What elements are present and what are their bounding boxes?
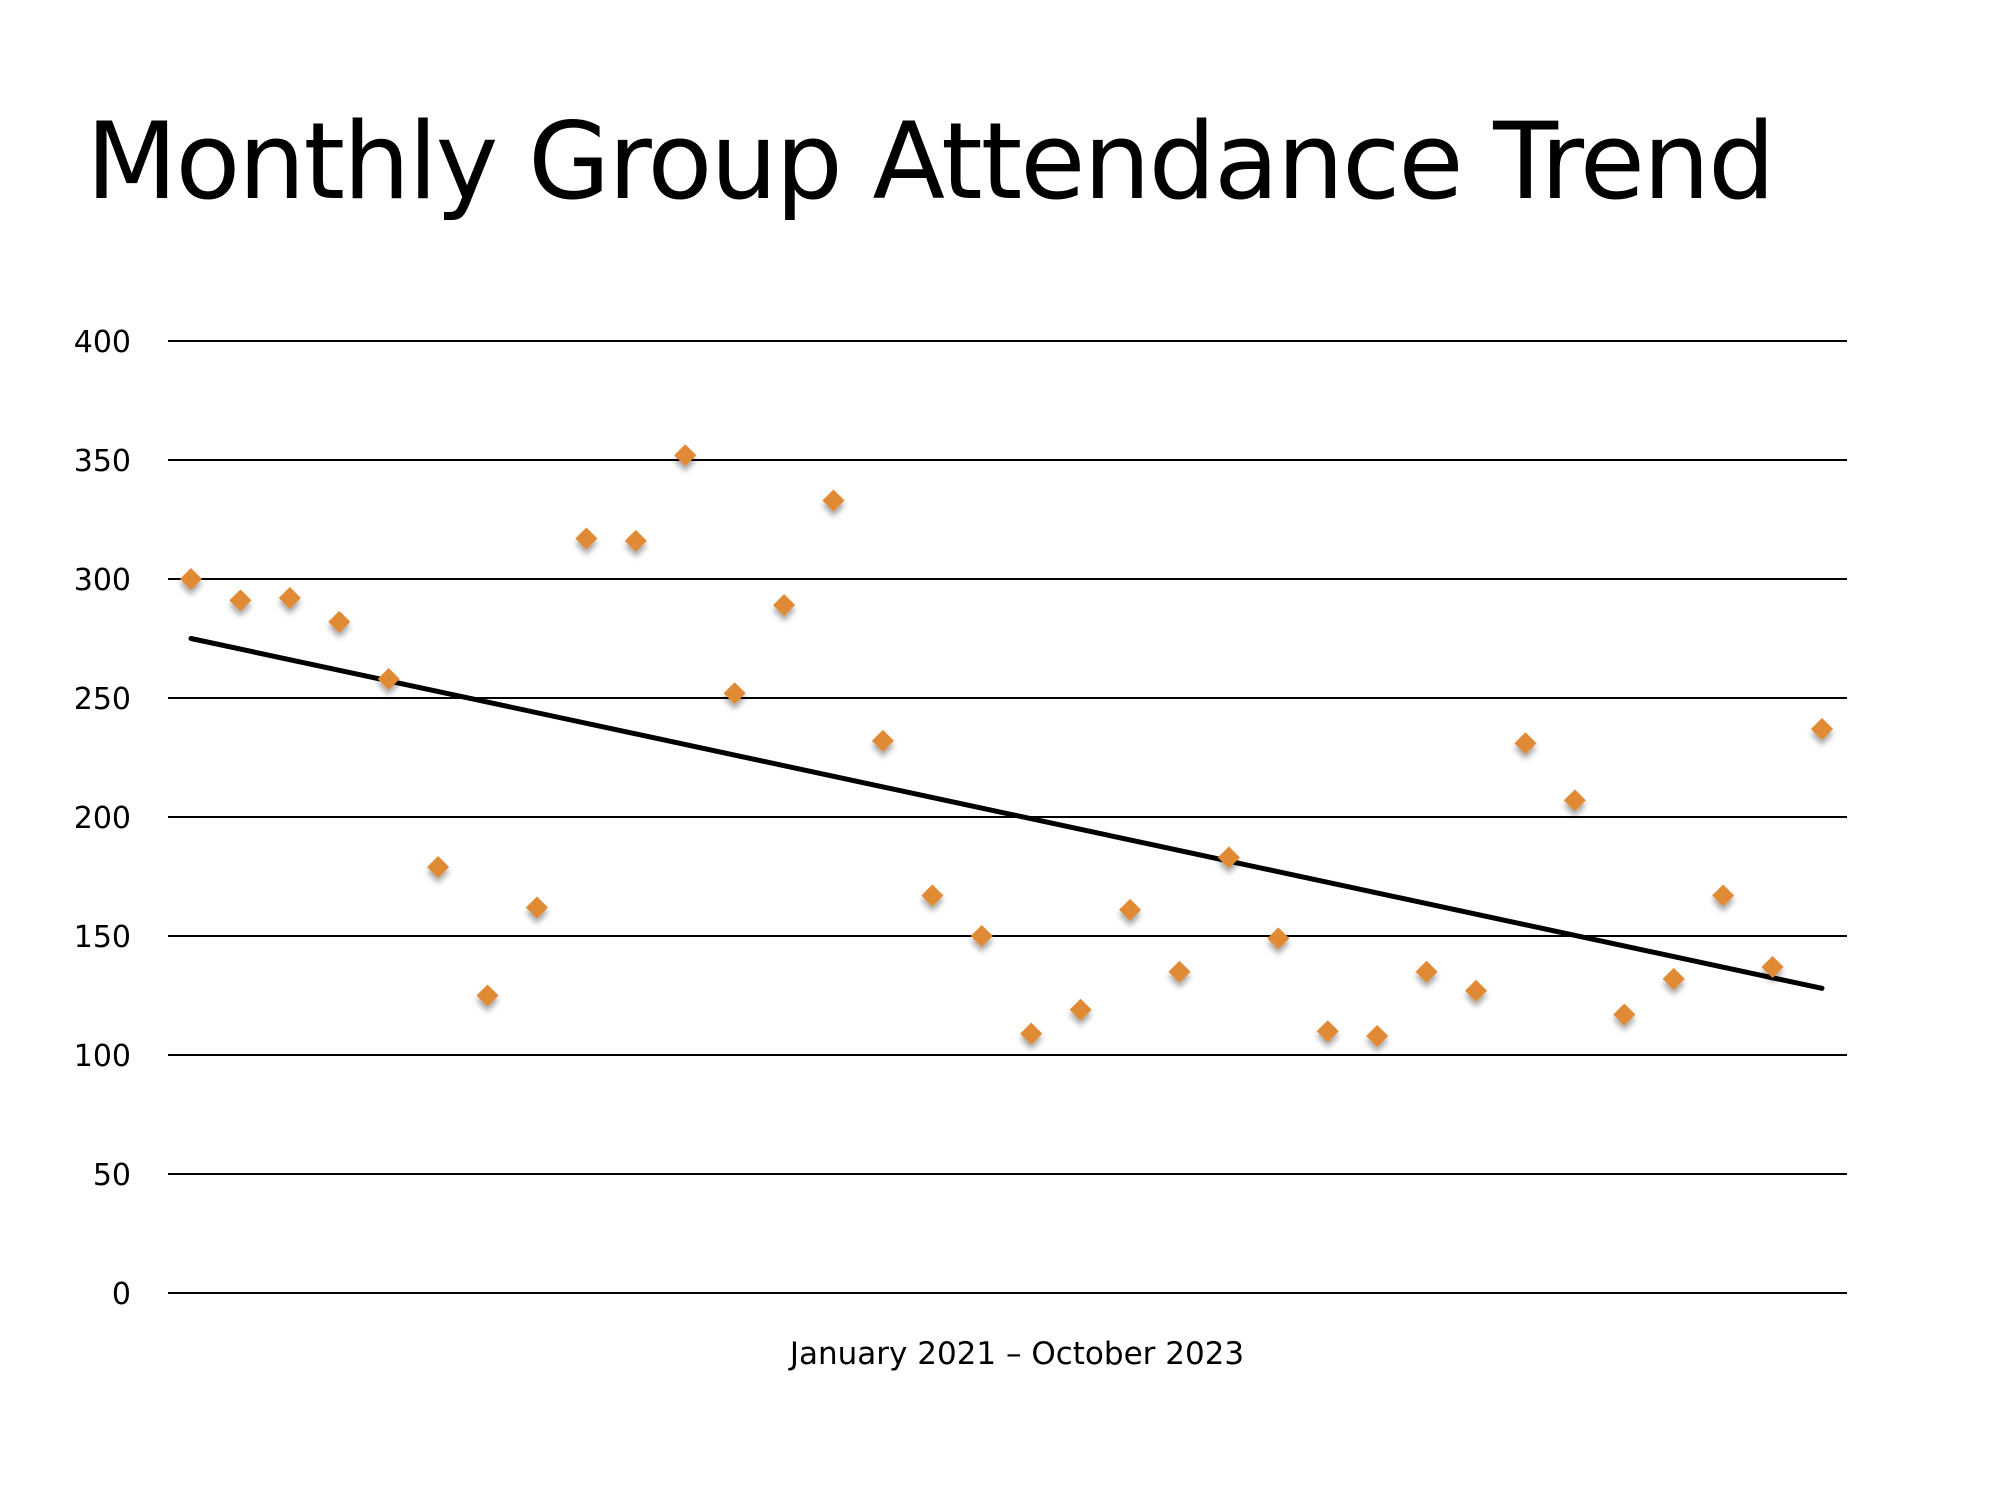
- data-point: [476, 984, 499, 1007]
- data-point: [229, 589, 252, 612]
- data-point: [1415, 960, 1438, 983]
- data-point: [822, 489, 845, 512]
- data-point: [377, 667, 400, 690]
- data-point: [328, 610, 351, 633]
- y-tick-label: 200: [74, 801, 131, 836]
- chart-title: Monthly Group Attendance Trend: [86, 100, 1775, 223]
- data-point: [970, 925, 993, 947]
- data-point: [1761, 955, 1784, 978]
- data-point: [1069, 998, 1092, 1021]
- data-point: [674, 444, 697, 467]
- y-tick-labels: 0 50 100 150 200 250 300 350 400: [74, 325, 131, 1312]
- data-point: [723, 682, 746, 705]
- data-point: [1662, 967, 1685, 990]
- data-point: [575, 527, 598, 550]
- data-point: [871, 729, 894, 752]
- y-tick-label: 250: [74, 682, 131, 717]
- x-axis-label: January 2021 – October 2023: [788, 1336, 1244, 1372]
- data-point: [1168, 960, 1191, 983]
- trendline: [188, 636, 1825, 991]
- data-point: [1217, 846, 1240, 869]
- data-point: [1563, 789, 1586, 812]
- data-point: [1366, 1024, 1389, 1047]
- data-point: [773, 594, 796, 617]
- data-point: [1020, 1022, 1043, 1045]
- data-point: [1514, 732, 1537, 755]
- data-point: [1267, 927, 1290, 950]
- data-point: [921, 884, 944, 907]
- y-tick-label: 300: [74, 563, 131, 598]
- y-tick-label: 150: [74, 920, 131, 955]
- data-point: [1712, 884, 1735, 907]
- gridlines: [168, 340, 1847, 1294]
- data-point: [1613, 1003, 1636, 1026]
- data-point: [1465, 979, 1488, 1002]
- y-tick-label: 0: [112, 1277, 131, 1312]
- data-point: [1119, 898, 1142, 921]
- data-point: [278, 587, 301, 610]
- data-point: [624, 529, 647, 552]
- y-tick-label: 100: [74, 1039, 131, 1074]
- y-tick-label: 50: [93, 1158, 131, 1193]
- data-point: [180, 568, 202, 590]
- data-points: [180, 444, 1833, 1047]
- data-point: [1811, 717, 1833, 740]
- y-tick-label: 400: [74, 325, 131, 360]
- data-point: [525, 896, 548, 919]
- y-tick-label: 350: [74, 444, 131, 479]
- trendline-group: [188, 636, 1825, 991]
- data-point: [427, 855, 450, 878]
- data-point: [1316, 1020, 1339, 1043]
